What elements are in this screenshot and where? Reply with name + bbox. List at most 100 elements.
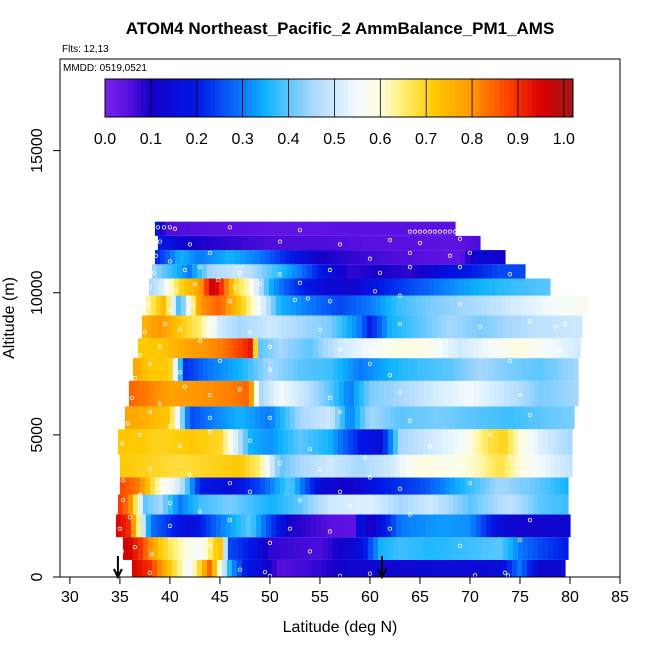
heatmap-cell	[166, 559, 173, 577]
heatmap-cell	[352, 338, 359, 359]
heatmap-cell	[408, 278, 415, 296]
sample-point	[172, 287, 178, 292]
colorbar-segment	[380, 79, 386, 117]
heatmap-cell	[250, 514, 257, 538]
heatmap-cell	[273, 278, 280, 296]
heatmap-cell	[167, 537, 174, 560]
heatmap-cell	[452, 494, 459, 515]
colorbar-segment	[490, 79, 496, 117]
heatmap-cell	[244, 250, 251, 265]
heatmap-cell	[332, 537, 339, 560]
heatmap-cell	[155, 295, 162, 316]
heatmap-cell	[260, 295, 267, 316]
heatmap-cell	[526, 559, 533, 577]
heatmap-cell	[193, 380, 200, 407]
heatmap-cell	[297, 338, 304, 359]
heatmap-cell	[467, 235, 474, 251]
heatmap-cell	[547, 537, 554, 560]
heatmap-cell	[199, 454, 206, 478]
heatmap-cell	[161, 559, 168, 577]
heatmap-cell	[276, 264, 283, 279]
x-tick-label: 80	[561, 589, 579, 606]
heatmap-cell	[273, 380, 280, 407]
heatmap-cell	[535, 295, 542, 316]
heatmap-cell	[449, 477, 456, 495]
sample-point	[232, 284, 238, 290]
heatmap-cell	[167, 429, 174, 455]
heatmap-cell	[299, 477, 306, 495]
heatmap-cell	[206, 315, 213, 339]
heatmap-cell	[177, 429, 184, 455]
heatmap-cell	[383, 278, 390, 296]
heatmap-cell	[208, 278, 215, 296]
sample-point	[149, 552, 155, 557]
heatmap-cell	[150, 295, 157, 316]
heatmap-cell	[409, 221, 416, 236]
heatmap-cell	[297, 429, 304, 455]
heatmap-cell	[304, 454, 311, 478]
heatmap-cell	[252, 537, 259, 560]
heatmap-cell	[198, 278, 205, 296]
heatmap-cell	[473, 278, 480, 296]
heatmap-cell	[287, 429, 294, 455]
heatmap-cell	[444, 406, 451, 430]
heatmap-cell	[183, 278, 190, 296]
heatmap-cell	[264, 406, 271, 430]
heatmap-cell	[300, 514, 307, 538]
heatmap-cell	[162, 537, 169, 560]
heatmap-cell	[316, 315, 323, 339]
colorbar-segment	[265, 79, 271, 117]
heatmap-cell	[507, 338, 514, 359]
heatmap-cell	[462, 235, 469, 251]
heatmap-cell	[548, 278, 551, 296]
heatmap-cell	[414, 250, 421, 265]
heatmap-cell	[198, 380, 205, 407]
heatmap-cell	[331, 559, 338, 577]
colorbar-segment	[550, 79, 556, 117]
heatmap-cell	[182, 537, 189, 560]
heatmap-cell	[264, 454, 271, 478]
heatmap-cell	[407, 235, 414, 251]
sample-point	[367, 475, 373, 480]
heatmap-cell	[249, 250, 256, 265]
heatmap-cell	[356, 559, 363, 577]
heatmap-cell	[512, 429, 519, 455]
heatmap-cell	[246, 315, 253, 339]
heatmap-cell	[521, 559, 528, 577]
heatmap-cell	[552, 494, 559, 515]
heatmap-cell	[348, 380, 355, 407]
heatmap-cell	[136, 559, 143, 577]
heatmap-cell	[508, 380, 515, 407]
heatmap-cell	[217, 338, 224, 359]
heatmap-cell	[542, 338, 549, 359]
heatmap-cell	[197, 358, 204, 381]
heatmap-cell	[238, 380, 245, 407]
heatmap-cell	[402, 338, 409, 359]
heatmap-cell	[317, 494, 324, 515]
heatmap-cell	[472, 358, 479, 381]
heatmap-cell	[437, 358, 444, 381]
heatmap-cell	[291, 315, 298, 339]
heatmap-cell	[546, 315, 553, 339]
heatmap-cell	[557, 429, 564, 455]
heatmap-cell	[426, 264, 433, 279]
heatmap-cell	[432, 235, 439, 251]
heatmap-cell	[163, 380, 170, 407]
heatmap-cell	[457, 358, 464, 381]
heatmap-cell	[445, 514, 452, 538]
heatmap-cell	[182, 338, 189, 359]
heatmap-cell	[313, 278, 320, 296]
heatmap-cell	[294, 250, 301, 265]
heatmap-cell	[561, 315, 568, 339]
heatmap-cell	[332, 358, 339, 381]
heatmap-cell	[360, 514, 367, 538]
heatmap-cell	[266, 264, 273, 279]
heatmap-cell	[122, 537, 129, 560]
heatmap-cell	[424, 406, 431, 430]
heatmap-cell	[338, 380, 345, 407]
heatmap-cell	[162, 358, 169, 381]
colorbar-segment	[242, 79, 248, 117]
heatmap-cell	[210, 295, 217, 316]
heatmap-cell	[184, 250, 191, 265]
heatmap-cell	[372, 429, 379, 455]
